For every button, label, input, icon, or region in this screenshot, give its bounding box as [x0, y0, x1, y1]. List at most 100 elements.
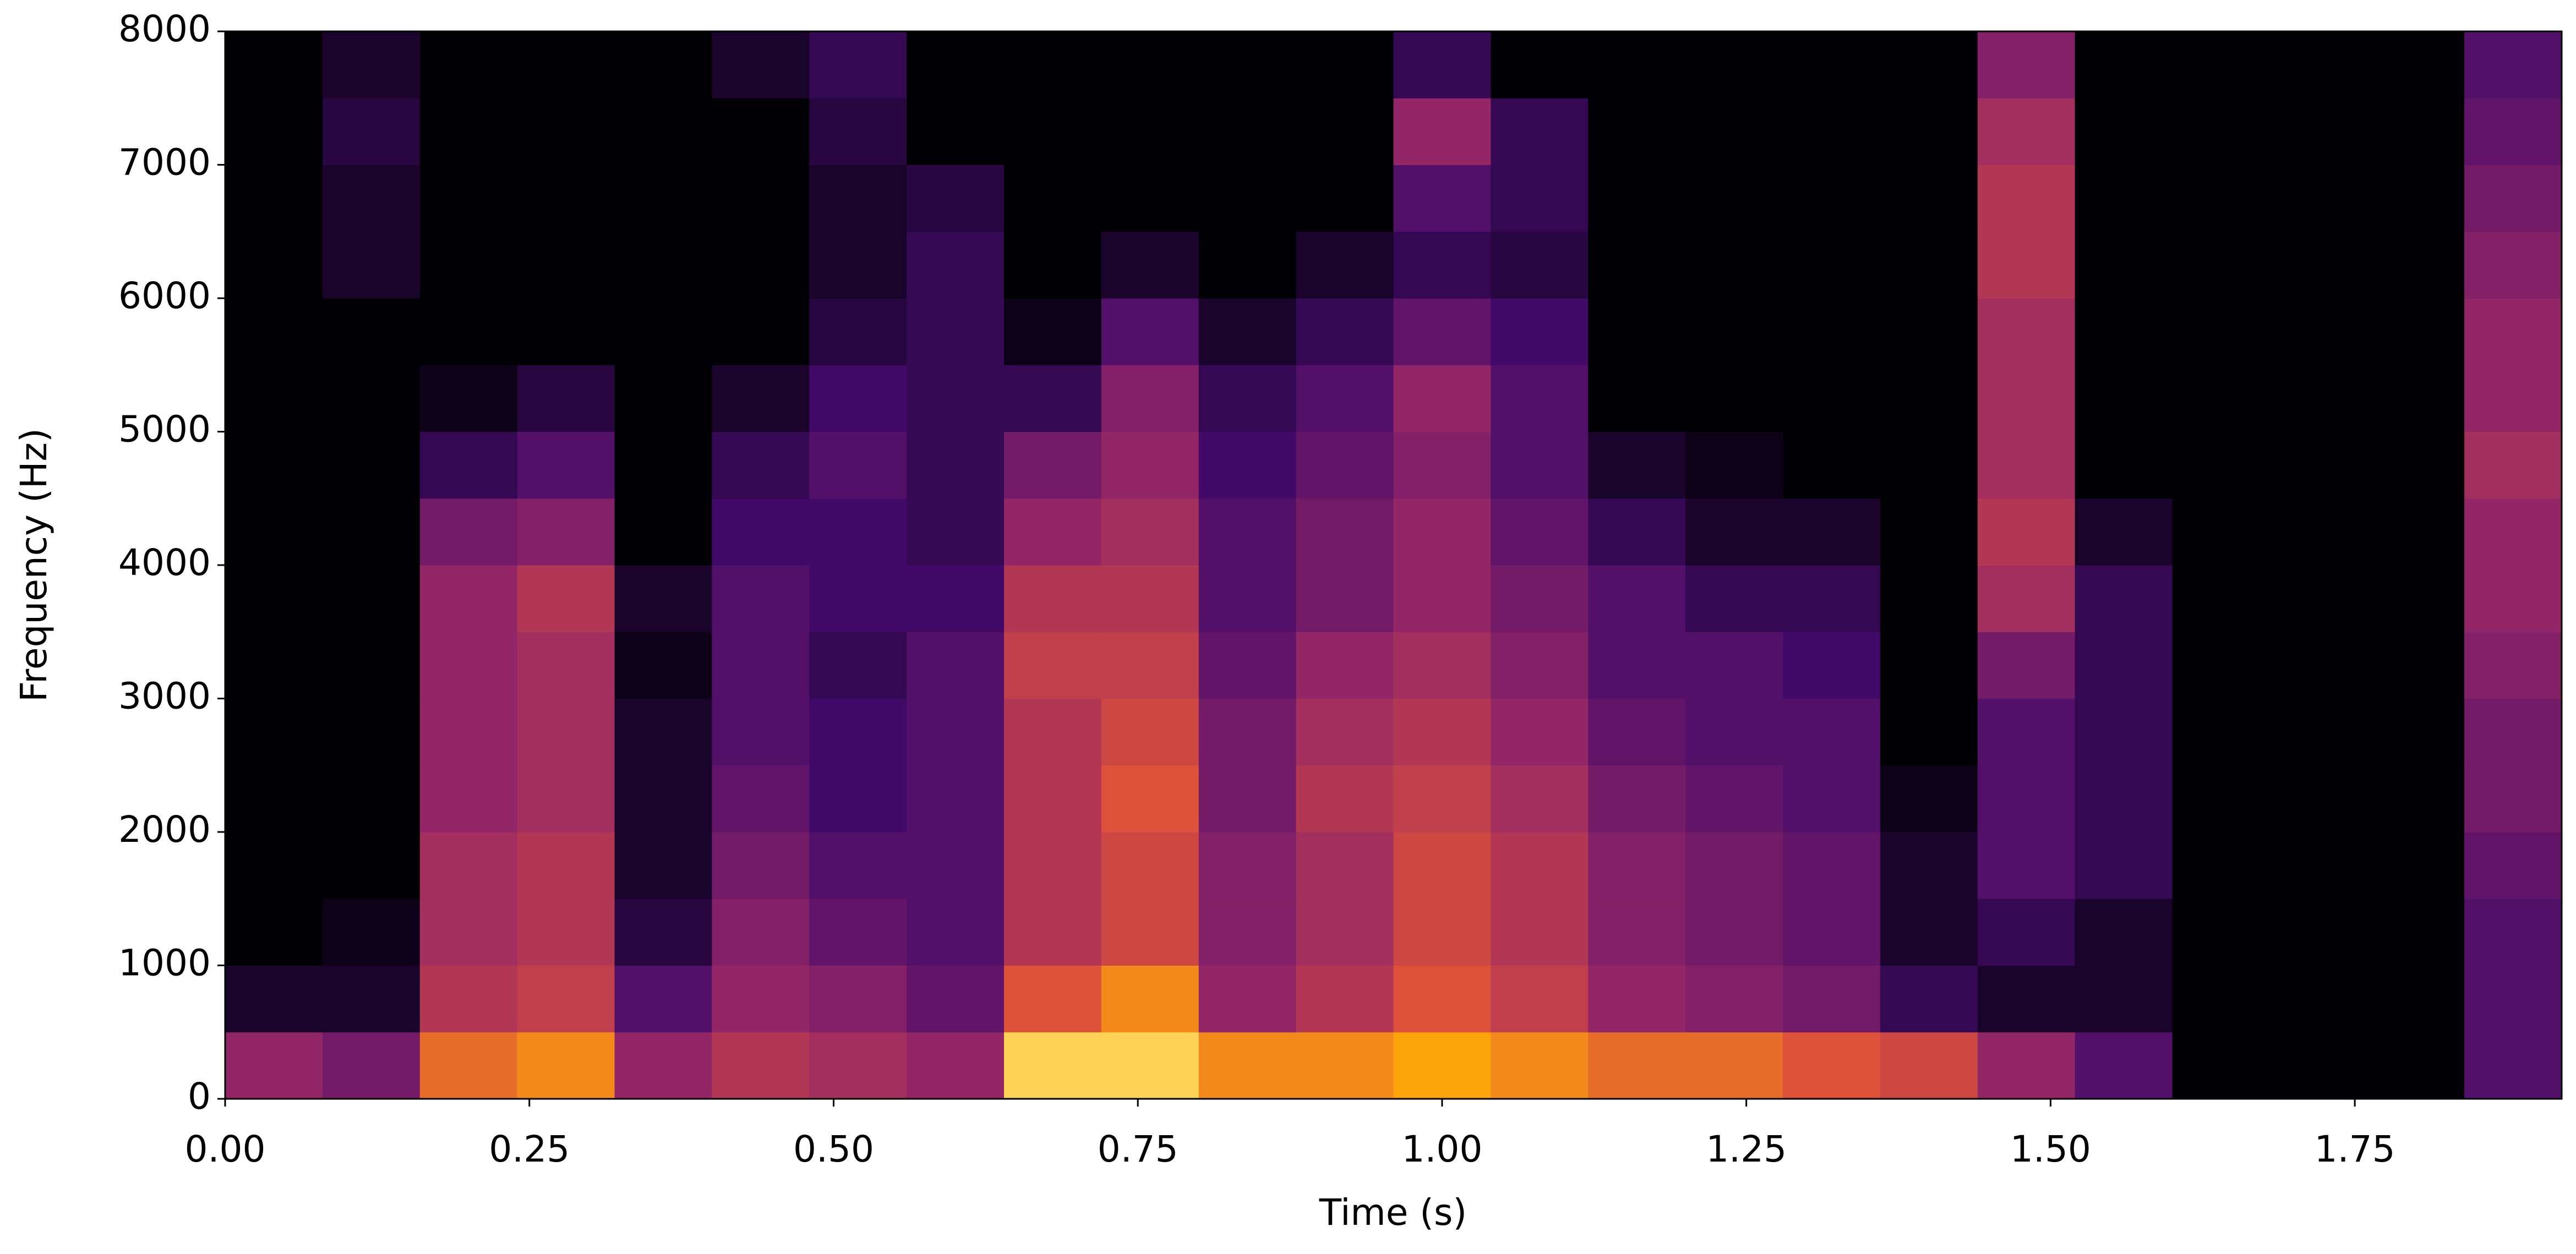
heatmap-cell — [1004, 765, 1102, 833]
heatmap-cell — [1491, 31, 1589, 98]
heatmap-cell — [322, 832, 421, 899]
heatmap-cell — [2367, 765, 2465, 833]
heatmap-cell — [1783, 298, 1881, 365]
heatmap-cell — [809, 565, 907, 632]
x-tick-label: 0.00 — [185, 1128, 266, 1170]
y-tick-label: 8000 — [118, 8, 211, 50]
heatmap-cell — [2269, 98, 2367, 165]
y-axis-label: Frequency (Hz) — [13, 428, 55, 702]
heatmap-cell — [2269, 698, 2367, 766]
heatmap-cell — [809, 298, 907, 365]
y-tick-label: 5000 — [118, 408, 211, 451]
heatmap-cell — [614, 899, 712, 966]
heatmap-cell — [2269, 298, 2367, 365]
heatmap-cell — [2075, 498, 2173, 566]
heatmap-cell — [322, 498, 421, 566]
heatmap-cell — [1685, 1032, 1783, 1099]
heatmap-cell — [2269, 498, 2367, 566]
heatmap-cell — [517, 765, 615, 833]
heatmap-cell — [1198, 632, 1297, 699]
heatmap-cell — [712, 98, 810, 165]
heatmap-cell — [1004, 565, 1102, 632]
heatmap-cell — [517, 1032, 615, 1099]
heatmap-cell — [1588, 698, 1686, 766]
heatmap-cell — [1101, 632, 1199, 699]
heatmap-cell — [1783, 632, 1881, 699]
heatmap-cell — [1783, 31, 1881, 98]
heatmap-cell — [225, 498, 323, 566]
heatmap-cell — [907, 98, 1005, 165]
heatmap-cell — [517, 565, 615, 632]
heatmap-cell — [419, 498, 518, 566]
heatmap-cell — [1198, 565, 1297, 632]
heatmap-cell — [1588, 31, 1686, 98]
heatmap-cell — [712, 632, 810, 699]
heatmap-cell — [1491, 632, 1589, 699]
heatmap-cell — [2172, 899, 2270, 966]
heatmap-cell — [1491, 98, 1589, 165]
heatmap-cell — [2367, 165, 2465, 232]
heatmap-cell — [1880, 698, 1978, 766]
heatmap-cell — [2464, 698, 2562, 766]
heatmap-cell — [712, 832, 810, 899]
heatmap-cell — [2269, 231, 2367, 299]
heatmap-cell — [1101, 765, 1199, 833]
heatmap-cell — [2367, 98, 2465, 165]
heatmap-cell — [1977, 498, 2076, 566]
heatmap-cell — [2075, 98, 2173, 165]
y-tick-label: 6000 — [118, 275, 211, 317]
heatmap-cell — [419, 632, 518, 699]
heatmap-cell — [225, 565, 323, 632]
heatmap-cell — [1783, 431, 1881, 499]
heatmap-cell — [2172, 498, 2270, 566]
heatmap-cell — [225, 365, 323, 432]
y-tick-label: 2000 — [118, 808, 211, 851]
heatmap-cell — [2075, 698, 2173, 766]
heatmap-cell — [1491, 832, 1589, 899]
heatmap-cell — [2075, 1032, 2173, 1099]
heatmap-cell — [1101, 165, 1199, 232]
heatmap-cell — [517, 632, 615, 699]
heatmap-cell — [2464, 231, 2562, 299]
heatmap-cell — [1393, 498, 1491, 566]
heatmap-cell — [419, 231, 518, 299]
heatmap-cell — [2172, 31, 2270, 98]
heatmap-cell — [2172, 1032, 2270, 1099]
heatmap-cell — [1198, 1032, 1297, 1099]
heatmap-cell — [809, 165, 907, 232]
heatmap-cell — [225, 98, 323, 165]
heatmap-cell — [2269, 632, 2367, 699]
heatmap-cell — [809, 965, 907, 1033]
heatmap-cell — [2269, 31, 2367, 98]
heatmap-cell — [1977, 1032, 2076, 1099]
heatmap-cell — [1685, 31, 1783, 98]
heatmap-cell — [1004, 431, 1102, 499]
heatmap-cell — [907, 231, 1005, 299]
heatmap-cell — [1296, 31, 1394, 98]
heatmap-cell — [614, 98, 712, 165]
heatmap-cell — [322, 365, 421, 432]
heatmap-cell — [225, 431, 323, 499]
heatmap-cell — [2172, 165, 2270, 232]
heatmap-cell — [225, 832, 323, 899]
heatmap-cell — [517, 965, 615, 1033]
heatmap-cell — [712, 165, 810, 232]
heatmap-cell — [614, 565, 712, 632]
heatmap-cell — [2464, 965, 2562, 1033]
heatmap-cell — [419, 965, 518, 1033]
heatmap-cell — [907, 965, 1005, 1033]
heatmap-cell — [809, 431, 907, 499]
y-tick-label: 3000 — [118, 675, 211, 718]
heatmap-cell — [2367, 365, 2465, 432]
heatmap-cell — [2269, 165, 2367, 232]
heatmap-cell — [2464, 1032, 2562, 1099]
heatmap-cell — [614, 1032, 712, 1099]
y-tick-label: 4000 — [118, 541, 211, 584]
heatmap-cell — [1004, 165, 1102, 232]
heatmap-cell — [2367, 832, 2465, 899]
heatmap-cell — [2172, 765, 2270, 833]
heatmap-cell — [614, 765, 712, 833]
heatmap-cell — [1783, 765, 1881, 833]
heatmap-cell — [1198, 298, 1297, 365]
heatmap-cell — [1880, 899, 1978, 966]
